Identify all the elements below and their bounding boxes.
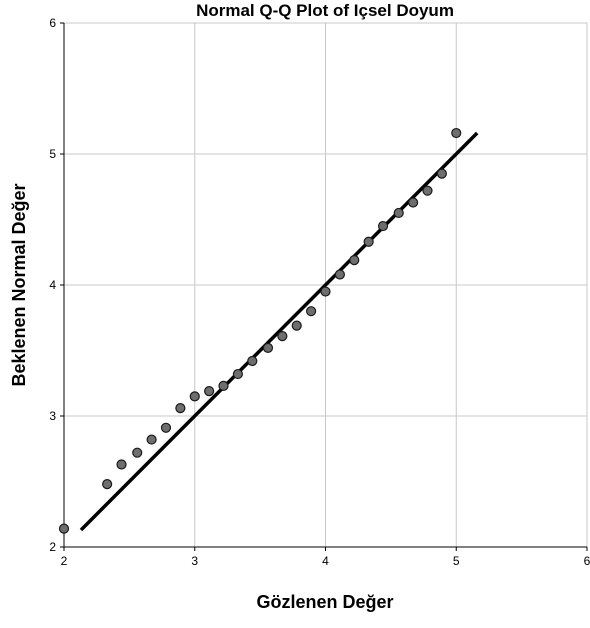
data-point [349, 255, 360, 266]
x-tick-label: 3 [191, 554, 198, 568]
data-point [393, 207, 404, 219]
data-point [291, 320, 302, 331]
data-point [377, 220, 389, 232]
data-point [451, 127, 462, 139]
data-point [204, 386, 215, 397]
x-tick-label: 2 [61, 554, 68, 568]
data-point [363, 236, 374, 247]
data-point [132, 447, 143, 458]
y-tick-label: 5 [49, 147, 56, 161]
data-point [262, 342, 274, 353]
x-tick-label: 4 [322, 554, 329, 568]
data-point [334, 269, 345, 280]
data-point [175, 403, 186, 414]
data-point [277, 330, 288, 342]
data-point [218, 380, 229, 391]
data-point [422, 185, 433, 196]
y-tick-label: 2 [49, 540, 56, 554]
data-point [102, 479, 113, 490]
y-axis-title: Beklenen Normal Değer [9, 183, 29, 386]
x-tick-label: 6 [584, 554, 590, 568]
data-points-layer [58, 127, 462, 534]
y-tick-label: 3 [49, 409, 56, 423]
x-axis-title: Gözlenen Değer [256, 592, 393, 612]
data-point [116, 459, 127, 470]
data-point [160, 422, 172, 433]
data-point [247, 355, 258, 367]
data-point [232, 368, 243, 380]
data-point [146, 434, 157, 445]
data-point [320, 286, 331, 297]
x-tick-label: 5 [453, 554, 460, 568]
data-point [436, 168, 447, 179]
tick-label-layer: 2 3 4 5 6 2 3 4 5 6 [49, 16, 590, 568]
chart-title: Normal Q-Q Plot of Içsel Doyum [196, 1, 454, 20]
y-tick-label: 6 [49, 16, 56, 30]
data-point [58, 523, 70, 534]
axis-layer [60, 22, 588, 551]
data-point [306, 306, 317, 317]
data-point [408, 197, 419, 208]
y-tick-label: 4 [49, 278, 56, 292]
data-point [189, 391, 200, 402]
